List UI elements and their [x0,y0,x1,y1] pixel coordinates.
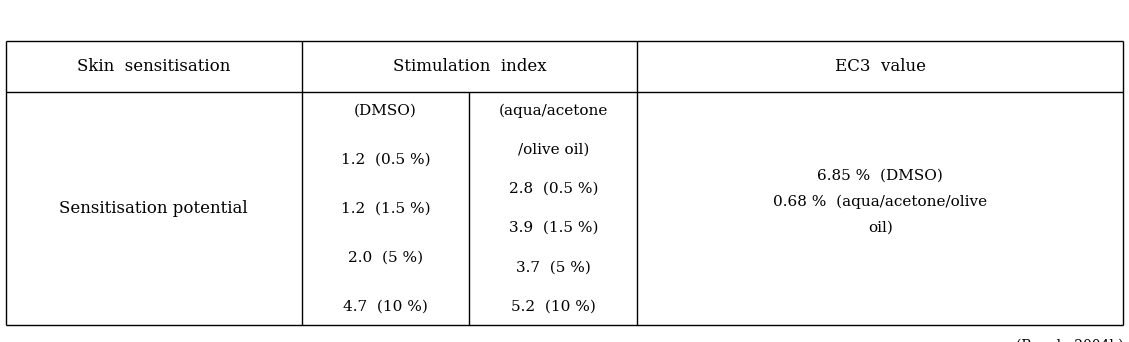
Text: /olive oil): /olive oil) [517,143,589,157]
Text: 1.2  (0.5 %): 1.2 (0.5 %) [341,153,430,167]
Text: (DMSO): (DMSO) [355,104,417,118]
Text: Sensitisation potential: Sensitisation potential [60,200,248,217]
Text: Skin  sensitisation: Skin sensitisation [77,58,230,75]
Text: 3.7  (5 %): 3.7 (5 %) [516,260,590,274]
Text: 6.85 %  (DMSO): 6.85 % (DMSO) [817,169,943,183]
Text: 4.7  (10 %): 4.7 (10 %) [343,299,428,313]
Text: (Ravel,  2004b): (Ravel, 2004b) [1016,339,1123,342]
Text: 3.9  (1.5 %): 3.9 (1.5 %) [508,221,598,235]
Text: 2.0  (5 %): 2.0 (5 %) [348,250,423,264]
Text: 5.2  (10 %): 5.2 (10 %) [511,299,596,313]
Text: 2.8  (0.5 %): 2.8 (0.5 %) [508,182,598,196]
Text: oil): oil) [868,220,893,234]
Text: 0.68 %  (aqua/acetone/olive: 0.68 % (aqua/acetone/olive [773,195,988,209]
Text: Stimulation  index: Stimulation index [393,58,546,75]
Text: 1.2  (1.5 %): 1.2 (1.5 %) [341,201,430,215]
Text: EC3  value: EC3 value [834,58,926,75]
Text: (aqua/acetone: (aqua/acetone [499,104,609,118]
